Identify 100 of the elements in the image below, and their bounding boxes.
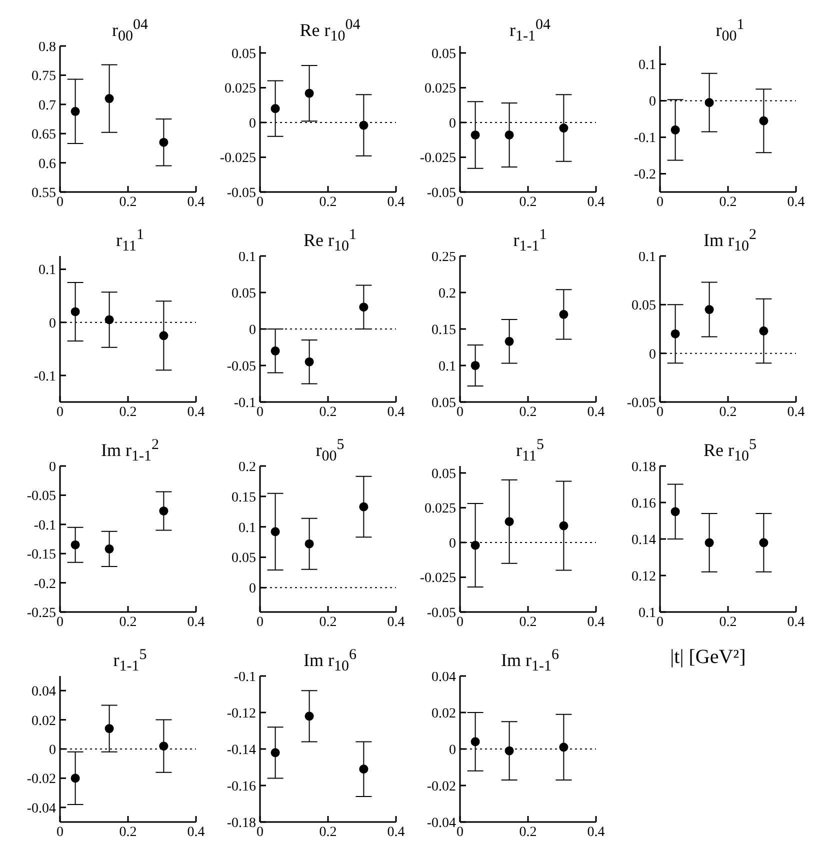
x-tick-label: 0.4	[587, 614, 605, 630]
y-tick-label: 0	[49, 460, 56, 475]
x-tick-label: 0.2	[119, 404, 137, 420]
x-tick-label: 0.2	[719, 614, 737, 630]
y-tick-label: 0	[449, 742, 456, 758]
point	[704, 305, 714, 314]
y-tick-label: 0.6	[38, 156, 56, 172]
y-tick-label: 0	[649, 94, 656, 110]
y-tick-label: 0.2	[438, 286, 456, 302]
y-tick-label: 0	[249, 582, 256, 597]
x-tick-label: 0.2	[319, 824, 337, 840]
y-tick-label: -0.02	[426, 779, 456, 794]
y-tick-label: -0.05	[226, 359, 256, 374]
y-tick-label: 0.05	[232, 46, 256, 62]
y-tick-label: -0.12	[226, 706, 256, 722]
y-tick-label: -0.05	[26, 489, 56, 504]
point	[504, 517, 514, 526]
y-tick-label: 0.1	[238, 520, 256, 536]
y-tick-label: -0.25	[26, 606, 56, 621]
x-tick-label: 0.2	[719, 194, 737, 210]
y-tick-label: -0.1	[234, 396, 256, 411]
x-tick-label: 0.4	[587, 404, 605, 420]
x-tick-label: 0.4	[587, 824, 605, 840]
y-tick-label: 0.75	[32, 69, 56, 84]
x-tick-label: 0.2	[719, 404, 737, 420]
y-tick-label: 0.1	[638, 58, 656, 74]
y-tick-label: -0.025	[420, 571, 456, 586]
point	[304, 539, 314, 548]
y-tick-label: 0.1	[638, 250, 656, 265]
y-tick-label: -0.16	[226, 779, 256, 794]
y-tick-label: -0.04	[26, 801, 56, 816]
x-tick-label: 0.2	[519, 194, 537, 210]
y-tick-label: 0.2	[238, 460, 256, 475]
y-tick-label: 0.1	[438, 359, 456, 374]
y-tick-label: -0.2	[634, 168, 656, 183]
y-tick-label: 0	[249, 116, 256, 132]
point	[159, 506, 168, 516]
y-tick-label: 0.7	[38, 98, 56, 114]
y-tick-label: -0.1	[34, 369, 56, 384]
point	[70, 774, 80, 783]
y-tick-label: 0.04	[432, 670, 456, 685]
x-tick-label: 0.2	[519, 404, 537, 420]
x-tick-label: 0.4	[187, 614, 205, 630]
y-tick-label: -0.1	[34, 518, 56, 534]
point	[559, 521, 568, 530]
x-tick-label: 0.4	[387, 824, 405, 840]
point	[270, 104, 280, 114]
x-tick-label: 0.2	[119, 614, 137, 630]
y-tick-label: 0.025	[224, 82, 256, 97]
y-tick-label: -0.025	[220, 151, 256, 166]
x-tick-label: 0.4	[187, 824, 205, 840]
point	[759, 326, 768, 336]
y-tick-label: 0.05	[232, 551, 256, 566]
y-tick-label: 0.05	[632, 298, 656, 314]
y-tick-label: 0.05	[432, 46, 456, 62]
y-tick-label: 0.04	[32, 684, 56, 700]
y-tick-label: 0	[449, 536, 456, 552]
x-tick-label: 0.4	[187, 194, 205, 210]
x-tick-label: 0.2	[519, 824, 537, 840]
y-tick-label: -0.2	[34, 576, 56, 592]
point	[159, 742, 168, 751]
point	[759, 116, 768, 126]
x-tick-label: 0.4	[587, 194, 605, 210]
point	[70, 307, 80, 316]
y-tick-label: 0.1	[38, 263, 56, 278]
x-tick-label: 0.2	[319, 404, 337, 420]
point	[104, 724, 114, 734]
point	[359, 302, 368, 312]
y-tick-label: 0.8	[38, 40, 56, 55]
y-tick-label: -0.05	[626, 396, 656, 411]
point	[104, 315, 114, 324]
y-tick-label: 0	[249, 322, 256, 338]
point	[670, 329, 680, 338]
point	[470, 360, 480, 370]
x-tick-label: 0.2	[519, 614, 537, 630]
point	[470, 737, 480, 746]
point	[670, 125, 680, 134]
point	[304, 88, 314, 98]
x-tick-label: 0.2	[119, 824, 137, 840]
y-tick-label: 0.1	[238, 250, 256, 265]
point	[270, 748, 280, 758]
y-tick-label: -0.1	[634, 131, 656, 146]
y-tick-label: 0	[449, 116, 456, 132]
y-tick-label: -0.14	[226, 742, 256, 758]
y-tick-label: 0.05	[232, 286, 256, 302]
x-tick-label: 0.4	[387, 614, 405, 630]
x-axis-title: |t| [GeV²]	[670, 646, 746, 668]
y-tick-label: -0.02	[26, 772, 56, 788]
point	[304, 357, 314, 366]
point	[104, 94, 114, 104]
y-tick-label: 0.25	[432, 250, 456, 265]
y-tick-label: -0.18	[226, 816, 256, 831]
y-tick-label: -0.1	[234, 670, 256, 685]
x-tick-label: 0.4	[787, 194, 805, 210]
point	[359, 120, 368, 130]
x-tick-label: 0.4	[387, 194, 405, 210]
y-tick-label: 0.02	[32, 714, 56, 729]
y-tick-label: 0.02	[432, 706, 456, 722]
point	[504, 746, 514, 756]
y-tick-label: -0.05	[426, 186, 456, 201]
